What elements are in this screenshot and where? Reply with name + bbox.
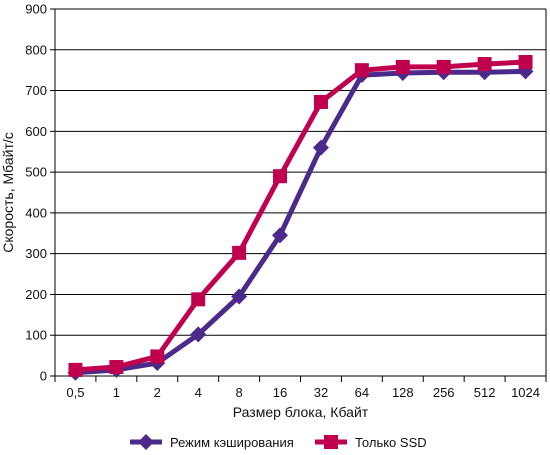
legend-diamond-icon [138, 434, 154, 450]
y-tick-labels: 0 100 200 300 400 500 600 700 800 900 [25, 2, 47, 384]
x-tick-label-0: 0,5 [66, 385, 84, 400]
y-tick-label-800: 800 [25, 42, 47, 57]
series-line-0 [75, 68, 526, 376]
series-1-point-10 [477, 57, 492, 72]
series-0-point-3 [190, 326, 207, 343]
series-0-point-5 [272, 227, 289, 244]
legend-item-ssd-only: Только SSD [315, 435, 427, 450]
series-1-point-0 [68, 362, 83, 377]
y-tick-label-600: 600 [25, 124, 47, 139]
series-1-point-3 [191, 292, 206, 307]
axes [50, 8, 547, 382]
legend-label-caching-mode: Режим кэширования [170, 435, 294, 450]
x-tick-label-1: 1 [113, 385, 120, 400]
series-1-point-2 [150, 349, 165, 364]
x-tick-label-2: 2 [154, 385, 161, 400]
series-1-point-1 [109, 360, 124, 375]
y-axis-title: Скорость, Мбайт/с [0, 132, 16, 253]
x-tick-label-7: 64 [355, 385, 369, 400]
x-tick-label-4: 8 [236, 385, 243, 400]
series-1-point-6 [313, 94, 328, 109]
series-1-point-4 [232, 245, 247, 260]
series-line-1 [75, 59, 526, 373]
y-tick-label-100: 100 [25, 328, 47, 343]
y-tick-label-900: 900 [25, 2, 47, 17]
series-1-point-8 [395, 59, 410, 74]
series-0-point-6 [312, 139, 329, 156]
x-tick-label-6: 32 [314, 385, 328, 400]
x-tick-label-9: 256 [433, 385, 455, 400]
x-tick-label-8: 128 [392, 385, 414, 400]
series-1-point-9 [436, 59, 451, 74]
x-tick-label-11: 1024 [511, 385, 540, 400]
y-tick-label-700: 700 [25, 83, 47, 98]
legend-item-caching-mode: Режим кэширования [130, 434, 294, 450]
legend-label-ssd-only: Только SSD [355, 435, 427, 450]
legend: Режим кэширования Только SSD [130, 434, 427, 450]
legend-square-icon [324, 435, 338, 449]
x-tick-label-5: 16 [273, 385, 287, 400]
x-tick-labels: 0,5 1 2 4 8 16 32 64 128 256 512 1024 [66, 385, 540, 400]
data-series [67, 55, 534, 381]
x-tick-label-10: 512 [474, 385, 496, 400]
series-1-point-7 [354, 63, 369, 78]
x-axis-title: Размер блока, Кбайт [233, 404, 369, 420]
y-tick-label-400: 400 [25, 205, 47, 220]
y-tick-label-500: 500 [25, 165, 47, 180]
series-1-point-11 [518, 55, 533, 70]
y-tick-label-200: 200 [25, 287, 47, 302]
y-tick-label-0: 0 [40, 369, 47, 384]
x-tick-label-3: 4 [195, 385, 202, 400]
series-0-point-4 [231, 288, 248, 305]
series-1-point-5 [273, 169, 288, 184]
grid-lines [55, 8, 546, 377]
y-tick-label-300: 300 [25, 246, 47, 261]
